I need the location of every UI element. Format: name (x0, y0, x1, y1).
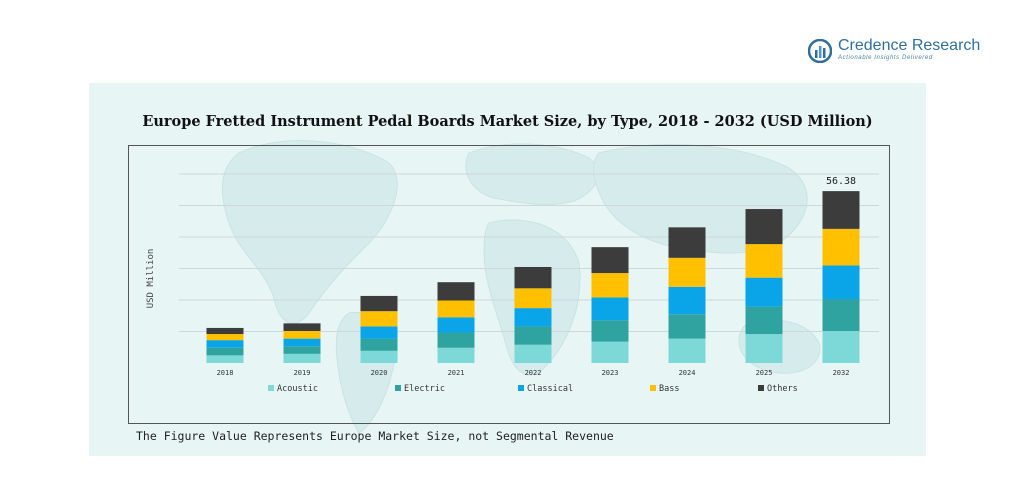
credence-logo-icon (808, 39, 832, 63)
bar-electric-2019 (283, 346, 321, 354)
legend-label-acoustic: Acoustic (277, 384, 318, 394)
bar-classical-2024 (668, 286, 706, 315)
legend-swatch-electric (395, 385, 401, 391)
bar-acoustic-2024 (668, 338, 706, 363)
bar-electric-2023 (591, 320, 629, 342)
bar-acoustic-2032 (822, 330, 860, 363)
bar-others-2019 (283, 323, 321, 331)
bar-electric-2025 (745, 306, 783, 335)
bar-others-2025 (745, 209, 783, 245)
legend-swatch-bass (650, 385, 656, 391)
x-tick-label: 2032 (833, 369, 850, 377)
x-tick-label: 2018 (217, 369, 234, 377)
bar-bass-2020 (360, 311, 398, 327)
bar-classical-2022 (514, 308, 552, 327)
chart-panel: Europe Fretted Instrument Pedal Boards M… (89, 83, 926, 456)
y-axis-label: USD Million (146, 249, 156, 309)
bar-others-2023 (591, 247, 629, 274)
bar-bass-2025 (745, 244, 783, 278)
x-tick-label: 2022 (525, 369, 542, 377)
bar-acoustic-2019 (283, 353, 321, 363)
legend-swatch-others (758, 385, 764, 391)
legend-swatch-acoustic (268, 385, 274, 391)
bar-bass-2024 (668, 257, 706, 287)
legend-swatch-classical (518, 385, 524, 391)
bar-bass-2018 (206, 334, 244, 341)
chart-title: Europe Fretted Instrument Pedal Boards M… (142, 113, 873, 130)
bar-electric-2022 (514, 326, 552, 345)
legend-label-electric: Electric (404, 384, 445, 394)
bar-bass-2023 (591, 273, 629, 298)
bar-bass-2032 (822, 228, 860, 266)
stacked-bar-chart: USD Million 2018 2019 2020 2021 2022 2023 2024 2… (146, 173, 879, 394)
bar-others-2018 (206, 327, 244, 335)
bar-others-2032 (822, 191, 860, 229)
bar-bass-2019 (283, 330, 321, 339)
x-tick-label: 2024 (679, 369, 696, 377)
bar-bass-2022 (514, 288, 552, 309)
bar-others-2021 (437, 282, 475, 301)
data-label-total: 56.38 (826, 176, 856, 187)
chart-footnote: The Figure Value Represents Europe Marke… (136, 429, 614, 443)
bar-classical-2019 (283, 338, 321, 347)
chart-frame: USD Million 2018 2019 2020 2021 2022 2023 2024 2… (128, 145, 890, 424)
bar-classical-2020 (360, 326, 398, 339)
x-tick-label: 2023 (602, 369, 619, 377)
bar-bass-2021 (437, 300, 475, 318)
bar-electric-2020 (360, 338, 398, 351)
bar-classical-2025 (745, 277, 783, 307)
bar-acoustic-2021 (437, 347, 475, 363)
brand-tagline: Actionable Insights Delivered (838, 55, 933, 61)
bar-acoustic-2023 (591, 341, 629, 363)
legend-label-classical: Classical (527, 384, 573, 394)
legend-label-others: Others (767, 384, 798, 394)
bar-electric-2024 (668, 314, 706, 339)
bar-classical-2032 (822, 265, 860, 299)
brand-logo: Credence Research Actionable Insights De… (808, 37, 988, 67)
bar-electric-2032 (822, 298, 860, 331)
x-tick-label: 2019 (294, 369, 311, 377)
bar-acoustic-2018 (206, 355, 244, 363)
bar-classical-2023 (591, 297, 629, 321)
bar-electric-2018 (206, 347, 244, 356)
bar-acoustic-2020 (360, 350, 398, 363)
bar-others-2024 (668, 227, 706, 258)
x-tick-label: 2021 (448, 369, 465, 377)
bar-others-2022 (514, 266, 552, 289)
bar-classical-2021 (437, 317, 475, 333)
bar-electric-2021 (437, 332, 475, 348)
bar-others-2020 (360, 295, 398, 312)
legend-label-bass: Bass (659, 384, 679, 394)
brand-name: Credence Research (838, 37, 981, 54)
x-tick-label: 2025 (756, 369, 773, 377)
bar-classical-2018 (206, 340, 244, 348)
x-tick-label: 2020 (371, 369, 388, 377)
bar-acoustic-2022 (514, 344, 552, 363)
bar-acoustic-2025 (745, 334, 783, 363)
